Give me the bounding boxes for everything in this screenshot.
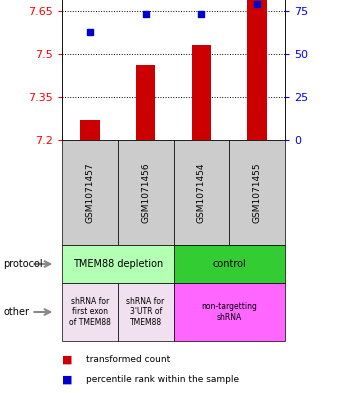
Bar	[192, 46, 211, 140]
Text: transformed count: transformed count	[86, 355, 170, 364]
Bar	[248, 0, 267, 140]
Text: ■: ■	[62, 375, 72, 385]
Text: TMEM88 depletion: TMEM88 depletion	[73, 259, 163, 269]
Text: protocol: protocol	[3, 259, 43, 269]
Text: shRNA for
first exon
of TMEM88: shRNA for first exon of TMEM88	[69, 297, 111, 327]
Bar	[136, 66, 155, 140]
Text: percentile rank within the sample: percentile rank within the sample	[86, 375, 239, 384]
Text: ■: ■	[62, 354, 72, 364]
Text: GSM1071454: GSM1071454	[197, 162, 206, 223]
Text: GSM1071455: GSM1071455	[253, 162, 261, 223]
Text: GSM1071457: GSM1071457	[85, 162, 95, 223]
Text: non-targetting
shRNA: non-targetting shRNA	[201, 302, 257, 322]
Bar	[80, 120, 100, 140]
Text: control: control	[212, 259, 246, 269]
Text: GSM1071456: GSM1071456	[141, 162, 150, 223]
Text: other: other	[3, 307, 29, 317]
Text: shRNA for
3'UTR of
TMEM88: shRNA for 3'UTR of TMEM88	[126, 297, 165, 327]
